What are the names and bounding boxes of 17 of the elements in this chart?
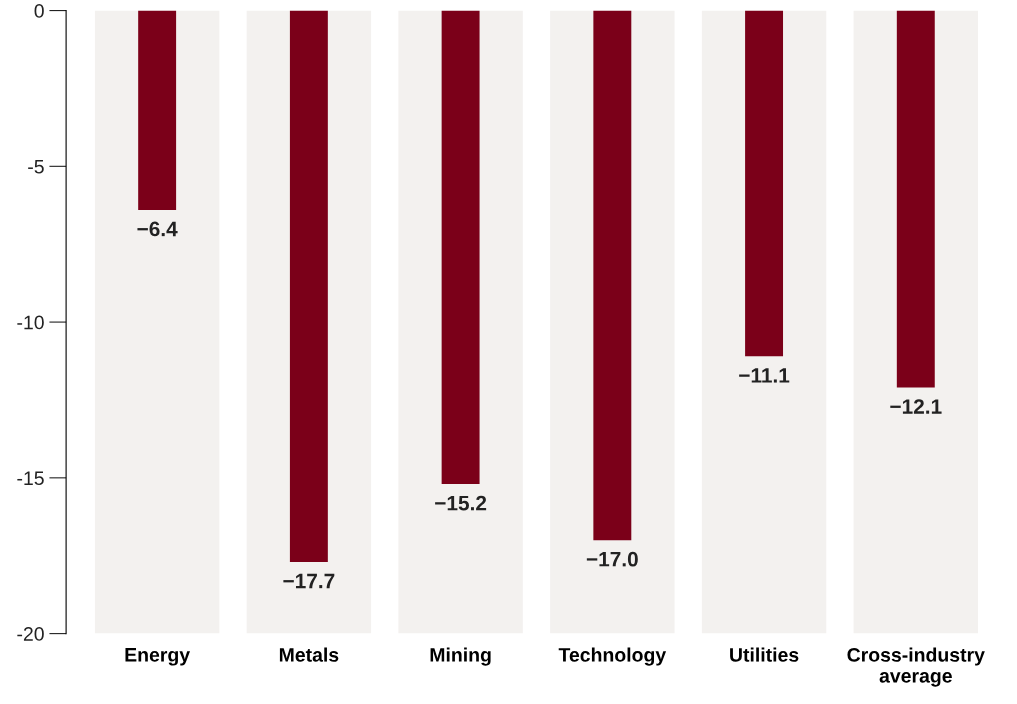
x-tick-label: Utilities (730, 647, 799, 662)
y-tick-label: -15 (17, 471, 44, 486)
data-label: −6.4 (137, 221, 178, 237)
y-tick-label: -10 (17, 315, 44, 330)
x-tick-label: Cross-industry average (847, 647, 985, 687)
y-tick-label: -20 (17, 627, 44, 641)
y-tick-label: 0 (34, 4, 44, 18)
x-tick-label: Mining (430, 647, 491, 666)
data-label: −17.7 (283, 573, 335, 589)
data-label: −15.2 (435, 495, 487, 511)
x-tick-label: Energy (125, 648, 190, 666)
x-tick-label: Technology (558, 647, 667, 666)
x-tick-label: Metals (279, 647, 339, 662)
data-label: −17.0 (586, 551, 638, 567)
data-label: −11.1 (739, 368, 790, 383)
data-label: −12.1 (890, 399, 942, 414)
y-tick-label: -5 (28, 159, 44, 174)
